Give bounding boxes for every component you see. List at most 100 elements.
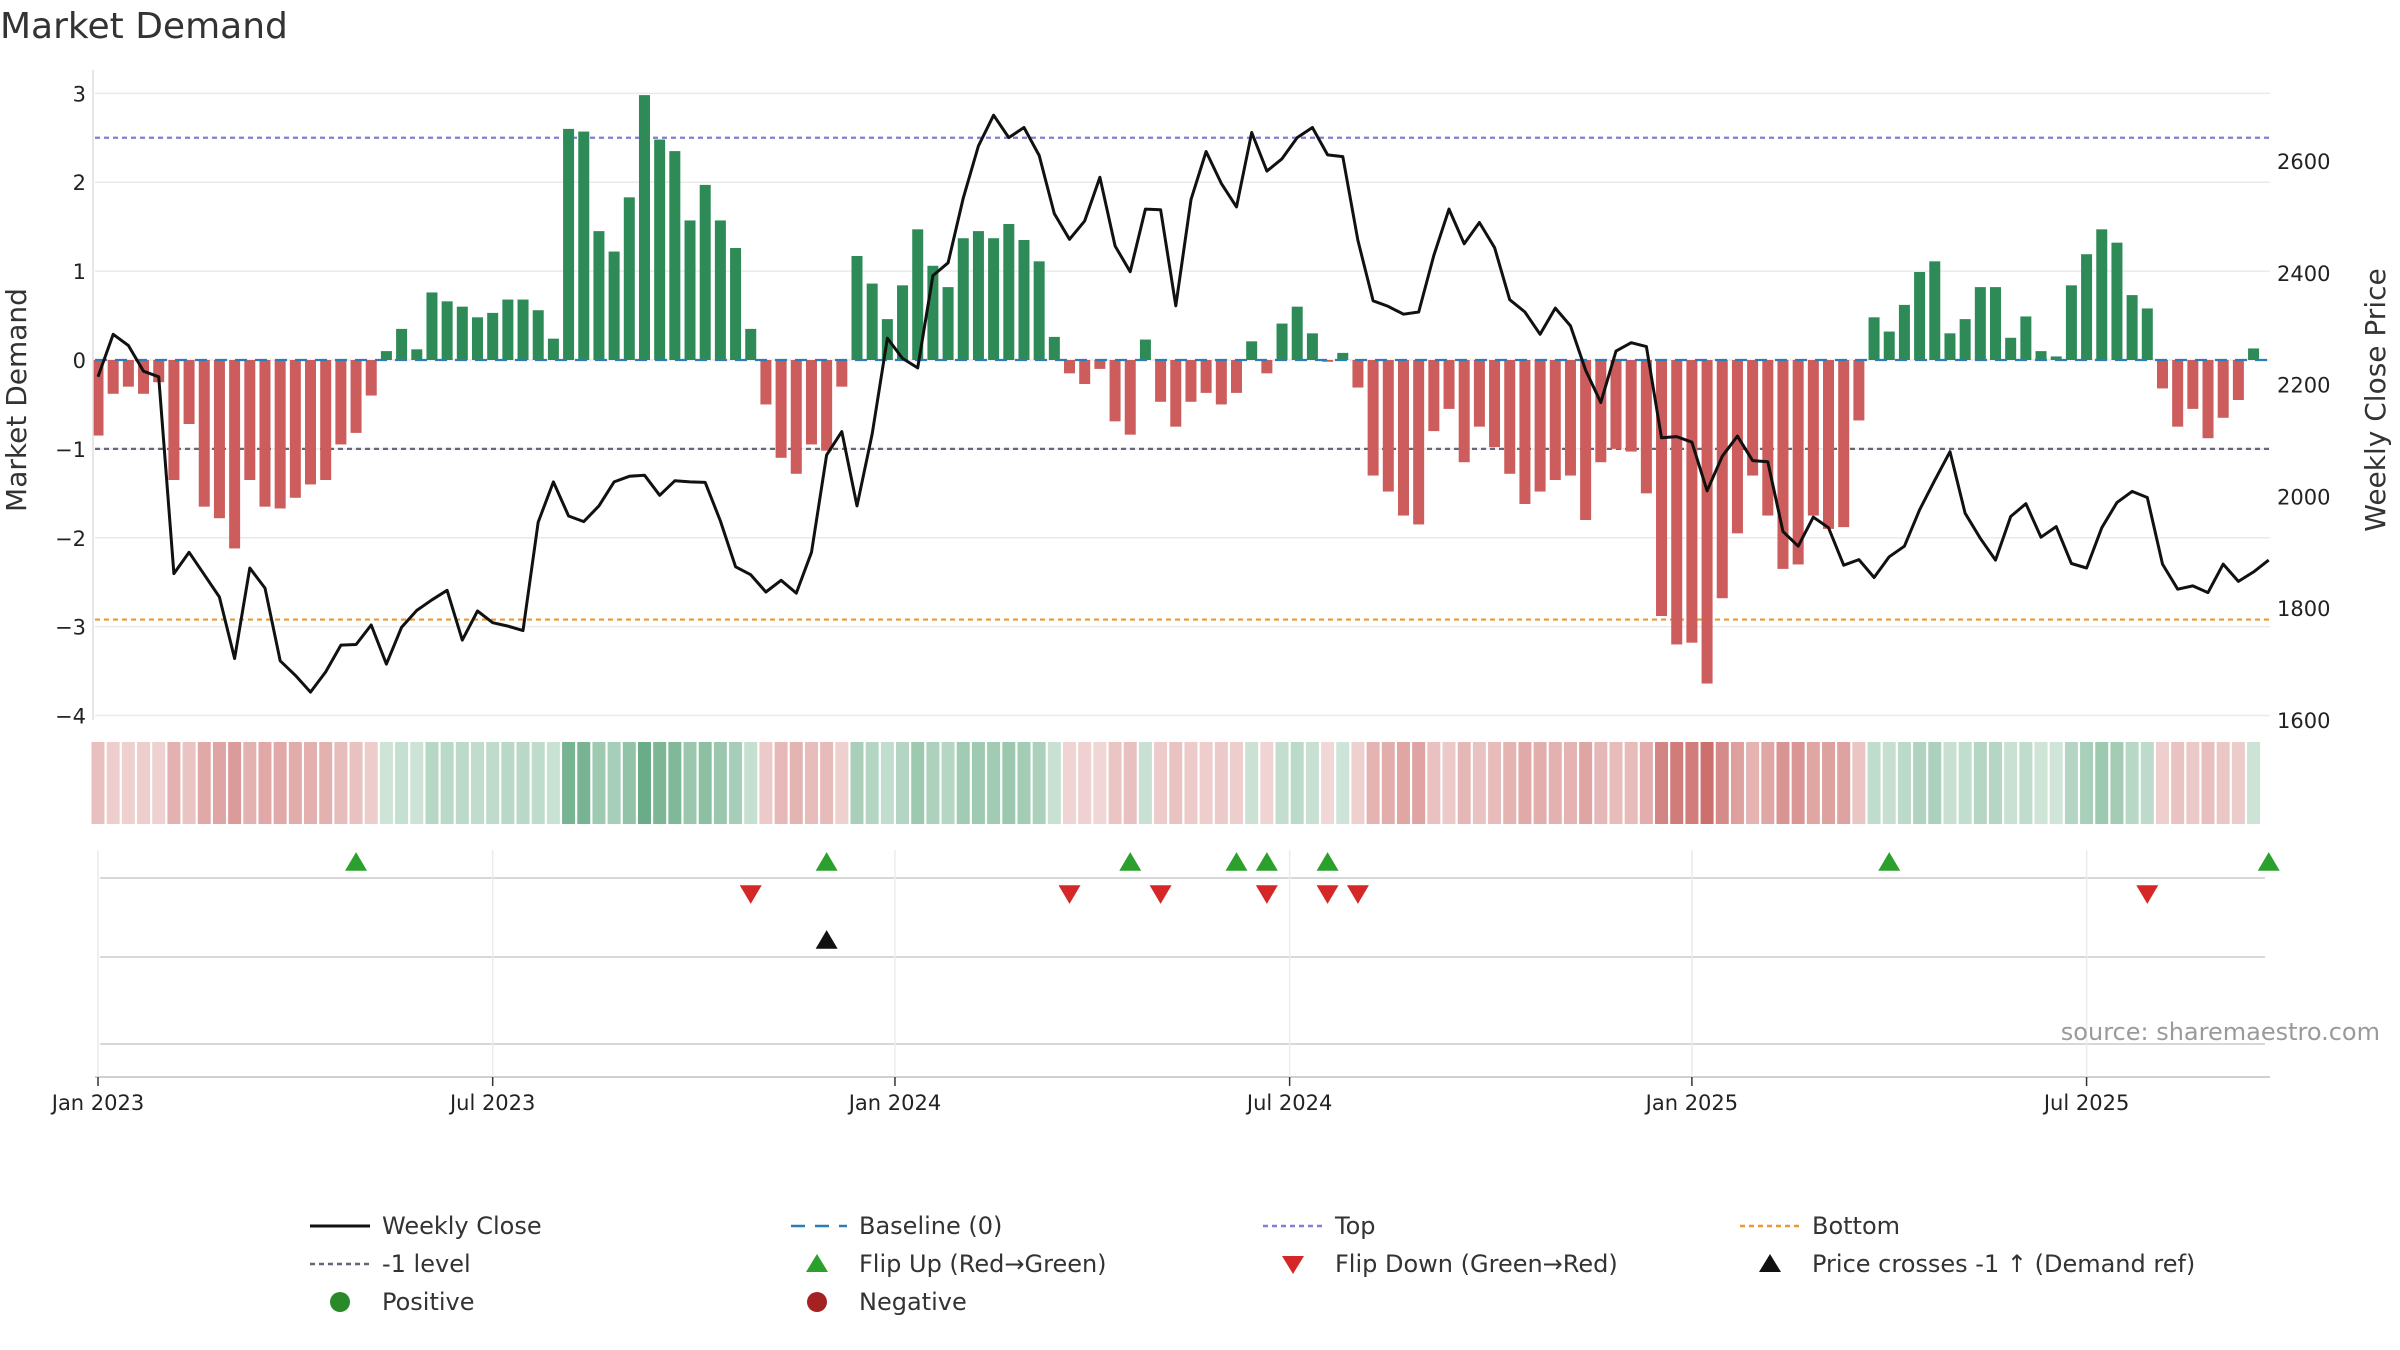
demand-bar (1458, 360, 1470, 463)
heat-strip-cell (167, 742, 181, 824)
demand-bar (2020, 316, 2032, 360)
demand-bar (1124, 360, 1136, 435)
left-tick-label: 2 (73, 171, 86, 195)
heat-strip-cell (1351, 742, 1365, 824)
heat-strip-cell (1518, 742, 1532, 824)
right-tick-label: 2400 (2277, 262, 2330, 286)
heat-strip-cell (1214, 742, 1228, 824)
demand-bar (1671, 360, 1683, 645)
x-tick-label: Jan 2025 (1644, 1091, 1739, 1115)
demand-bar (335, 360, 347, 445)
demand-bar (1185, 360, 1197, 402)
demand-bar (1170, 360, 1182, 427)
demand-bar (2172, 360, 2184, 427)
demand-heat-strip (91, 742, 2261, 824)
demand-bar (1625, 360, 1637, 452)
demand-bar (760, 360, 772, 405)
demand-bar (775, 360, 787, 458)
demand-bar (1382, 360, 1394, 492)
demand-bar (1473, 360, 1485, 427)
demand-bar (2187, 360, 2199, 409)
demand-bar (836, 360, 848, 387)
demand-bar (1018, 240, 1030, 360)
demand-bar (1367, 360, 1379, 476)
heat-strip-cell (971, 742, 985, 824)
heat-strip-cell (1548, 742, 1562, 824)
heat-strip-cell (334, 742, 348, 824)
heat-strip-cell (501, 742, 515, 824)
heat-strip-cell (121, 742, 135, 824)
heat-strip-cell (137, 742, 151, 824)
demand-bar (1094, 360, 1106, 369)
demand-bar (805, 360, 817, 445)
heat-strip-cell (91, 742, 105, 824)
demand-bar (1003, 224, 1015, 360)
heat-strip-cell (1032, 742, 1046, 824)
heat-strip-cell (258, 742, 272, 824)
legend-flip-up-label: Flip Up (Red→Green) (859, 1250, 1107, 1278)
heat-strip-cell (379, 742, 393, 824)
event-markers: Jan 2023 Jul 2023 Jan 2024 Jul 2024 Jan 2025… (50, 850, 2280, 1115)
left-axis-title: Market Demand (0, 288, 33, 512)
heat-strip-cell (1624, 742, 1638, 824)
x-tick-label: Jul 2023 (448, 1091, 535, 1115)
heat-strip-cell (1457, 742, 1471, 824)
legend-negative-swatch (807, 1292, 827, 1312)
demand-bar (138, 360, 150, 394)
heat-strip-cell (197, 742, 211, 824)
heat-strip-cell (273, 742, 287, 824)
heat-strip-cell (592, 742, 606, 824)
heat-strip-cell (546, 742, 560, 824)
demand-bar (1504, 360, 1516, 474)
legend-flip-down-label: Flip Down (Green→Red) (1335, 1250, 1618, 1278)
right-tick-label: 2200 (2277, 374, 2330, 398)
demand-bar (1534, 360, 1546, 492)
demand-bar (1792, 360, 1804, 565)
demand-bar (502, 299, 514, 360)
left-tick-label: 1 (73, 260, 86, 284)
heat-strip-cell (1989, 742, 2002, 824)
heat-strip-cell (1169, 742, 1183, 824)
flip-up-marker (1316, 852, 1339, 871)
heat-strip-cell (1852, 742, 1866, 824)
demand-bar (1868, 317, 1880, 360)
heat-strip-cell (2019, 742, 2033, 824)
demand-bar (1519, 360, 1531, 504)
demand-bar (2081, 254, 2093, 360)
demand-bar (1580, 360, 1592, 520)
demand-bar (1898, 304, 1910, 360)
demand-bar (1322, 360, 1334, 362)
heat-strip-cell (668, 742, 682, 824)
demand-bar (1139, 339, 1151, 360)
legend-top-label: Top (1334, 1212, 1376, 1240)
legend-minus-one-label: -1 level (382, 1250, 471, 1278)
left-tick-label: −1 (55, 438, 86, 462)
demand-bar (472, 317, 483, 360)
x-tick-label: Jul 2025 (2042, 1091, 2129, 1115)
heat-strip-cell (729, 742, 743, 824)
demand-bar (1944, 333, 1956, 360)
heat-strip-cell (1806, 742, 1820, 824)
flip-down-marker (2136, 885, 2159, 904)
heat-strip-cell (440, 742, 454, 824)
demand-bar (1762, 360, 1774, 516)
chart-title: Market Demand (0, 6, 288, 47)
demand-bar (547, 338, 559, 360)
heat-strip-cell (835, 742, 849, 824)
legend-weekly-close-label: Weekly Close (382, 1212, 542, 1240)
heat-strip-cell (395, 742, 409, 824)
demand-bar (1549, 360, 1561, 480)
heat-strip-cell (212, 742, 226, 824)
heat-strip-cell (182, 742, 196, 824)
demand-bar (608, 251, 620, 360)
x-tick-label: Jan 2023 (50, 1091, 145, 1115)
demand-bar (2202, 360, 2214, 439)
demand-bar (578, 131, 590, 360)
demand-bar (380, 351, 392, 360)
demand-bar (745, 328, 757, 360)
heat-strip-cell (1700, 742, 1714, 824)
demand-bar (1489, 360, 1501, 448)
demand-bar (1306, 333, 1318, 360)
x-tick-label: Jul 2024 (1245, 1091, 1332, 1115)
demand-bar (1564, 360, 1576, 476)
